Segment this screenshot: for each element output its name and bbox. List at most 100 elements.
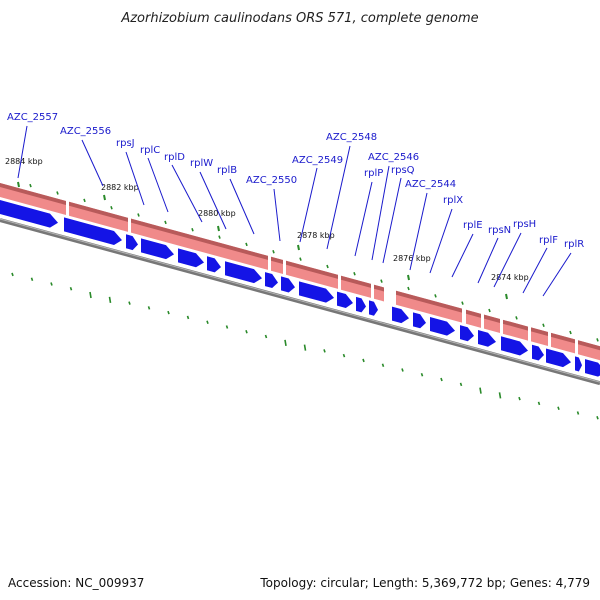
gc-tick <box>323 349 326 353</box>
gene-label: AZC_2548 <box>326 132 377 143</box>
genome-backbone <box>0 218 600 386</box>
cds-arrow <box>575 356 582 372</box>
cds-arrow <box>299 281 334 303</box>
gc-tick-outer <box>29 183 32 188</box>
gc-tick <box>557 406 560 410</box>
kbp-tick-label: 2876 kbp <box>393 254 431 263</box>
gc-tick-outer <box>299 257 302 261</box>
forward-gene-segment-edge <box>341 275 371 288</box>
gene-leader-line <box>409 192 428 271</box>
gc-tick <box>537 401 541 406</box>
gc-tick-outer <box>488 308 491 313</box>
map-title: Azorhizobium caulinodans ORS 571, comple… <box>120 11 478 26</box>
forward-gene-segment-edge <box>374 284 384 292</box>
gc-tick <box>362 358 365 363</box>
gene-leader-line <box>477 237 499 284</box>
gc-tick <box>342 353 346 358</box>
gc-tick-outer <box>245 242 248 247</box>
gc-tick-outer <box>137 213 140 217</box>
gene-label: AZC_2550 <box>246 175 297 186</box>
gene-label: AZC_2557 <box>7 112 58 123</box>
gene-leader-line <box>382 177 402 264</box>
gc-tick <box>264 334 268 339</box>
gc-tick-outer <box>83 198 86 203</box>
cds-arrow <box>413 312 426 329</box>
gc-tick-outer <box>353 272 356 276</box>
gc-tick <box>459 382 463 387</box>
gc-tick-outer <box>272 250 275 254</box>
gene-leader-line <box>429 208 453 274</box>
gc-tick-outer <box>218 235 221 239</box>
kbp-tick-label: 2880 kbp <box>198 209 236 218</box>
gc-tick <box>225 325 229 329</box>
forward-gene-segment-edge <box>484 314 500 323</box>
cds-arrow <box>501 336 528 356</box>
cds-arrow <box>392 306 409 324</box>
forward-gene-segment-edge <box>271 256 283 264</box>
kbp-tick-mark <box>505 293 508 300</box>
gc-tick <box>381 363 385 367</box>
cds-arrow <box>478 330 496 347</box>
kbp-tick-mark <box>297 244 300 251</box>
gene-label: rpsQ <box>391 165 415 176</box>
gc-tick <box>128 301 131 305</box>
forward-gene-segment-edge <box>578 340 600 351</box>
gene-leader-line <box>273 188 281 242</box>
kbp-tick-mark <box>103 194 106 201</box>
gene-label: rpsH <box>513 219 536 230</box>
kbp-tick-mark <box>17 181 20 188</box>
gc-tick <box>401 368 404 372</box>
gene-label: rplR <box>564 239 584 250</box>
gene-leader-line <box>229 178 255 235</box>
gc-tick <box>147 306 151 310</box>
cds-arrow <box>64 217 122 246</box>
gc-tick <box>30 277 34 281</box>
gene-label: rplB <box>217 165 237 176</box>
cds-arrow <box>281 276 295 293</box>
forward-gene-segment-edge <box>131 218 268 260</box>
gene-leader-line <box>542 252 572 297</box>
forward-gene-segment-edge <box>69 201 128 222</box>
gene-label: rpsN <box>488 225 511 236</box>
kbp-tick-mark <box>407 274 410 281</box>
gc-tick <box>50 282 53 286</box>
cds-arrow <box>126 234 138 251</box>
kbp-tick-label: 2882 kbp <box>101 183 139 192</box>
gc-tick <box>576 411 580 415</box>
forward-gene-segment-edge <box>396 290 462 313</box>
gc-tick-outer <box>380 279 383 283</box>
forward-gene-segment-edge <box>551 332 575 344</box>
gc-tick <box>479 387 482 394</box>
kbp-tick-mark <box>217 225 220 232</box>
cds-arrow <box>207 256 221 273</box>
gene-leader-line <box>451 233 474 278</box>
cds-arrow <box>546 348 571 368</box>
gc-tick <box>167 310 170 315</box>
gc-tick-outer <box>191 227 194 232</box>
backbone-line-highlight <box>0 218 600 383</box>
gc-tick <box>498 392 502 399</box>
gene-label: rplD <box>164 152 185 163</box>
gene-leader-line <box>299 167 318 243</box>
gc-tick-outer <box>164 220 167 225</box>
gc-tick <box>420 373 424 377</box>
gc-tick <box>303 344 307 351</box>
gene-leader-line <box>493 232 522 288</box>
gene-label: rplW <box>190 158 213 169</box>
forward-gene-segment-edge <box>286 260 338 279</box>
gene-leader-line <box>371 165 390 261</box>
cds-arrow <box>585 359 600 377</box>
cds-arrow <box>369 300 378 316</box>
gc-tick-outer <box>56 191 59 195</box>
gc-tick-outer <box>110 205 113 210</box>
gc-tick-outer <box>515 316 518 320</box>
gene-label: AZC_2544 <box>405 179 456 190</box>
gc-skew-track <box>11 183 599 420</box>
gene-label: AZC_2556 <box>60 126 111 137</box>
kbp-tick-label: 2884 kbp <box>5 157 43 166</box>
gc-tick-outer <box>434 294 437 298</box>
gene-leader-line <box>125 151 145 206</box>
gene-leader-line <box>199 171 227 230</box>
